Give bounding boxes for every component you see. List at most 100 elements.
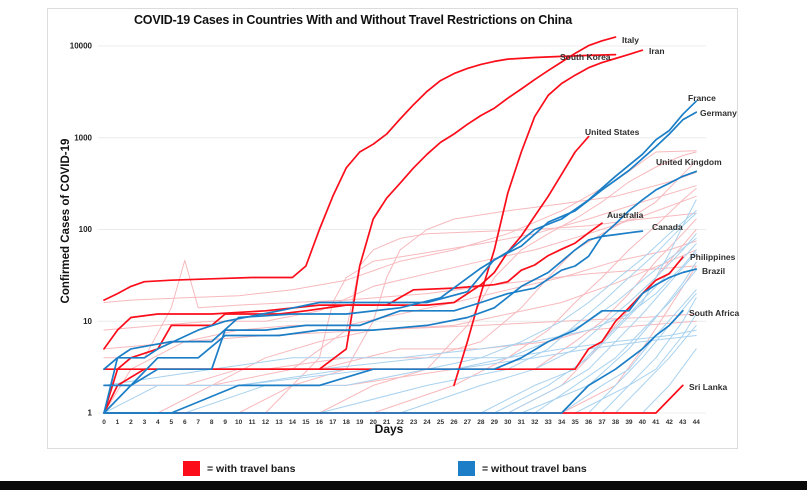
x-tick-label-38: 38 bbox=[612, 419, 620, 426]
country-label-united-kingdom: United Kingdom bbox=[656, 157, 722, 167]
x-tick-label-40: 40 bbox=[639, 419, 647, 426]
background-line-with_ban-8 bbox=[103, 151, 697, 414]
x-tick-label-22: 22 bbox=[397, 419, 405, 426]
x-tick-label-24: 24 bbox=[423, 419, 431, 426]
x-tick-label-2: 2 bbox=[129, 419, 133, 426]
x-tick-label-44: 44 bbox=[693, 419, 701, 426]
x-tick-label-9: 9 bbox=[223, 419, 227, 426]
x-tick-label-19: 19 bbox=[356, 419, 364, 426]
y-tick-label-100: 100 bbox=[79, 225, 93, 234]
x-axis-title: Days bbox=[374, 422, 404, 436]
x-tick-label-12: 12 bbox=[262, 419, 270, 426]
x-tick-label-32: 32 bbox=[531, 419, 539, 426]
x-tick-label-3: 3 bbox=[143, 419, 147, 426]
x-tick-label-26: 26 bbox=[450, 419, 458, 426]
x-tick-label-18: 18 bbox=[343, 419, 351, 426]
chart-title: COVID-19 Cases in Countries With and Wit… bbox=[133, 13, 572, 27]
background-line-without_ban-33 bbox=[103, 261, 697, 414]
x-tick-label-42: 42 bbox=[666, 419, 674, 426]
x-tick-label-0: 0 bbox=[102, 419, 106, 426]
country-line-brazil bbox=[103, 268, 698, 414]
y-tick-label-10: 10 bbox=[83, 317, 92, 326]
country-line-italy bbox=[103, 36, 617, 371]
country-line-france bbox=[103, 100, 698, 371]
x-tick-label-6: 6 bbox=[183, 419, 187, 426]
x-tick-label-41: 41 bbox=[652, 419, 660, 426]
x-tick-label-28: 28 bbox=[477, 419, 485, 426]
x-tick-label-4: 4 bbox=[156, 419, 160, 426]
x-tick-label-5: 5 bbox=[169, 419, 173, 426]
background-line-with_ban-13 bbox=[103, 313, 697, 350]
x-tick-label-29: 29 bbox=[491, 419, 499, 426]
background-line-with_ban-9 bbox=[103, 188, 697, 414]
chart-card: COVID-19 Cases in Countries With and Wit… bbox=[47, 8, 740, 449]
background-line-without_ban-30 bbox=[103, 249, 697, 370]
x-tick-label-16: 16 bbox=[316, 419, 324, 426]
x-tick-label-15: 15 bbox=[302, 419, 310, 426]
x-tick-label-37: 37 bbox=[598, 419, 606, 426]
country-line-canada bbox=[103, 230, 644, 414]
legend-with-travel-bans: = with travel bans bbox=[183, 461, 295, 476]
x-tick-label-1: 1 bbox=[116, 419, 120, 426]
legend-without-travel-bans: = without travel bans bbox=[458, 461, 587, 476]
background-line-with_ban-1 bbox=[103, 195, 697, 331]
x-tick-label-14: 14 bbox=[289, 419, 297, 426]
x-tick-label-13: 13 bbox=[275, 419, 283, 426]
background-line-with_ban-7 bbox=[103, 160, 697, 370]
y-tick-label-10000: 10000 bbox=[70, 42, 93, 51]
x-tick-label-35: 35 bbox=[571, 419, 579, 426]
y-tick-label-1: 1 bbox=[88, 409, 93, 418]
with-travel-bans-swatch bbox=[183, 461, 200, 476]
country-line-south-korea bbox=[103, 53, 617, 301]
country-label-united-states: United States bbox=[585, 127, 640, 137]
x-tick-label-36: 36 bbox=[585, 419, 593, 426]
country-label-france: France bbox=[688, 93, 716, 103]
x-tick-label-8: 8 bbox=[210, 419, 214, 426]
x-tick-label-20: 20 bbox=[370, 419, 378, 426]
background-line-with_ban-6 bbox=[103, 171, 697, 414]
x-tick-label-11: 11 bbox=[249, 419, 256, 426]
country-label-south-africa: South Africa bbox=[689, 308, 739, 318]
country-label-iran: Iran bbox=[649, 46, 665, 56]
without-travel-bans-label: = without travel bans bbox=[482, 462, 587, 475]
background-line-without_ban-31 bbox=[103, 199, 697, 414]
background-line-with_ban-2 bbox=[103, 259, 697, 359]
background-line-with_ban-14 bbox=[103, 185, 697, 414]
x-tick-label-31: 31 bbox=[518, 419, 526, 426]
x-tick-label-27: 27 bbox=[464, 419, 472, 426]
country-line-australia bbox=[103, 222, 603, 414]
country-label-italy: Italy bbox=[622, 35, 639, 45]
x-tick-label-17: 17 bbox=[329, 419, 337, 426]
bottom-black-bar bbox=[0, 481, 807, 490]
country-label-philippines: Philippines bbox=[690, 252, 736, 262]
country-label-australia: Australia bbox=[607, 210, 644, 220]
background-line-without_ban-29 bbox=[103, 212, 697, 414]
x-tick-label-43: 43 bbox=[679, 419, 687, 426]
without-travel-bans-swatch bbox=[458, 461, 475, 476]
background-line-without_ban-18 bbox=[103, 233, 697, 414]
country-label-brazil: Brazil bbox=[702, 266, 725, 276]
x-tick-label-34: 34 bbox=[558, 419, 566, 426]
country-label-sri-lanka: Sri Lanka bbox=[689, 382, 728, 392]
country-line-germany bbox=[103, 111, 698, 414]
x-tick-label-21: 21 bbox=[383, 419, 391, 426]
country-label-germany: Germany bbox=[700, 108, 737, 118]
x-tick-label-33: 33 bbox=[545, 419, 553, 426]
x-tick-label-23: 23 bbox=[410, 419, 418, 426]
y-tick-label-1000: 1000 bbox=[74, 133, 92, 142]
country-line-united-states bbox=[103, 135, 590, 350]
country-line-united-kingdom bbox=[103, 170, 698, 387]
background-line-with_ban-4 bbox=[103, 249, 697, 386]
background-line-with_ban-5 bbox=[103, 212, 697, 414]
background-line-with_ban-15 bbox=[103, 320, 697, 386]
x-tick-label-10: 10 bbox=[235, 419, 243, 426]
x-tick-label-39: 39 bbox=[625, 419, 633, 426]
country-label-canada: Canada bbox=[652, 222, 683, 232]
country-label-south-korea: South Korea bbox=[560, 52, 611, 62]
x-tick-label-30: 30 bbox=[504, 419, 512, 426]
country-line-iran bbox=[453, 49, 644, 387]
x-tick-label-25: 25 bbox=[437, 419, 445, 426]
with-travel-bans-label: = with travel bans bbox=[207, 462, 296, 475]
